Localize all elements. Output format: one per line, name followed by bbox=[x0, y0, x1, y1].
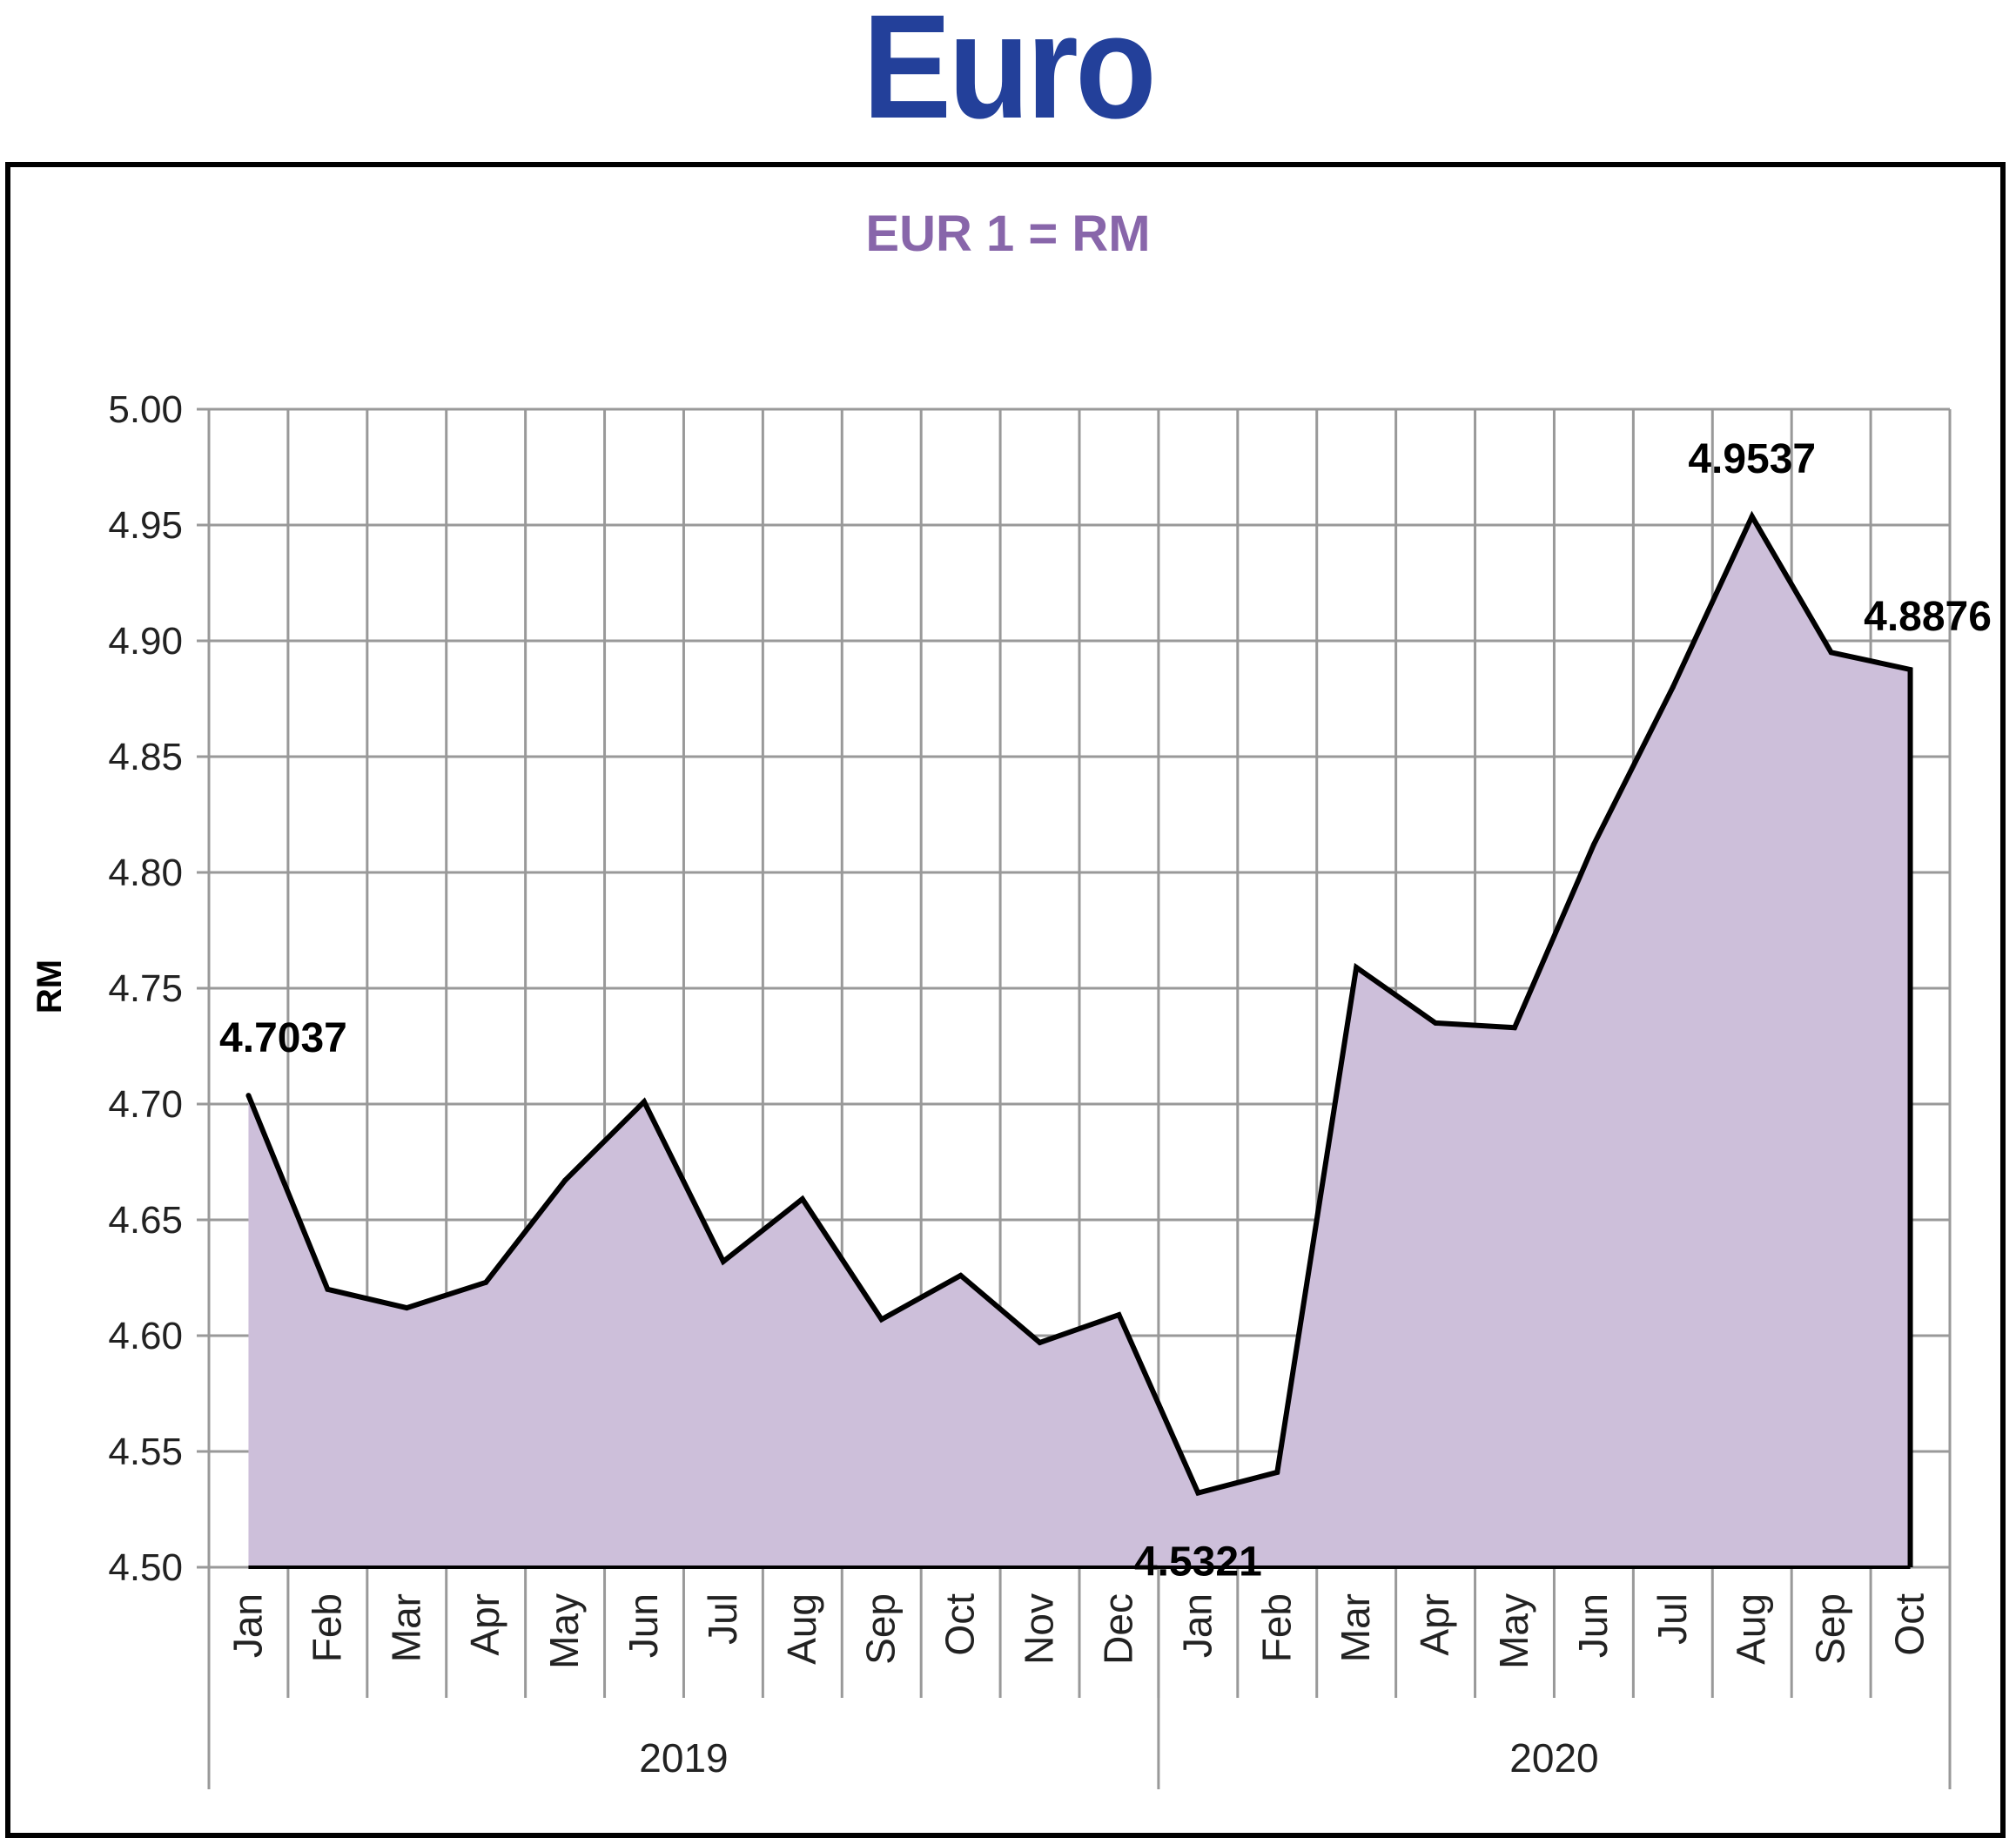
x-tick-label: Oct bbox=[937, 1593, 983, 1656]
data-point bbox=[1512, 1025, 1517, 1031]
data-point bbox=[799, 1196, 805, 1202]
x-tick-label: Dec bbox=[1095, 1593, 1140, 1665]
data-point bbox=[1749, 514, 1755, 520]
data-point bbox=[878, 1316, 884, 1323]
data-point bbox=[1274, 1469, 1280, 1475]
data-label: 4.7037 bbox=[219, 1015, 347, 1061]
data-point bbox=[1354, 965, 1360, 971]
chart-frame bbox=[5, 162, 2006, 1838]
x-tick-label: Feb bbox=[1253, 1593, 1299, 1662]
x-tick-label: Aug bbox=[779, 1593, 824, 1665]
data-labels: 4.7037 4.5321 4.9537 4.8876 bbox=[219, 436, 1992, 1585]
y-tick-label: 4.90 bbox=[108, 620, 183, 663]
x-tick-label: Nov bbox=[1017, 1593, 1062, 1665]
y-axis-label: RM bbox=[30, 960, 69, 1013]
area-fill bbox=[248, 516, 1911, 1568]
data-point bbox=[1433, 1020, 1439, 1026]
data-point bbox=[1590, 842, 1596, 848]
y-tick-label: 4.55 bbox=[108, 1431, 183, 1473]
y-tick-label: 5.00 bbox=[108, 388, 183, 431]
y-tick-label: 4.75 bbox=[108, 967, 183, 1010]
x-tick-label: Jan bbox=[225, 1593, 270, 1658]
data-point bbox=[958, 1272, 964, 1278]
data-point bbox=[1828, 650, 1834, 656]
data-point bbox=[1037, 1339, 1043, 1345]
x-tick-label: Sep bbox=[1808, 1593, 1853, 1665]
data-point bbox=[562, 1177, 568, 1183]
data-label: 4.8876 bbox=[1864, 594, 1992, 640]
x-tick-label: Sep bbox=[858, 1593, 904, 1665]
year-group-label: 2020 bbox=[1509, 1735, 1598, 1781]
y-tick-label: 4.60 bbox=[108, 1315, 183, 1357]
data-point bbox=[1116, 1312, 1122, 1318]
data-point bbox=[245, 1093, 252, 1099]
year-group-label: 2019 bbox=[639, 1735, 728, 1781]
data-point bbox=[483, 1279, 489, 1285]
y-tick-label: 4.50 bbox=[108, 1546, 183, 1589]
y-tick-label: 4.65 bbox=[108, 1199, 183, 1242]
data-point bbox=[325, 1286, 331, 1292]
x-tick-label: Mar bbox=[1333, 1593, 1378, 1662]
x-tick-label: Jun bbox=[1570, 1593, 1616, 1658]
x-tick-label: Jun bbox=[621, 1593, 666, 1658]
x-tick-label: Jan bbox=[1174, 1593, 1220, 1658]
data-point bbox=[720, 1258, 726, 1264]
y-tick-label: 4.70 bbox=[108, 1083, 183, 1126]
x-tick-label: Feb bbox=[304, 1593, 349, 1662]
data-point bbox=[642, 1099, 647, 1105]
x-tick-label: May bbox=[541, 1593, 587, 1669]
page-title: Euro bbox=[862, 0, 1157, 150]
y-tick-label: 4.95 bbox=[108, 504, 183, 547]
y-tick-label: 4.85 bbox=[108, 736, 183, 778]
x-tick-label: Apr bbox=[1412, 1593, 1457, 1656]
area-series bbox=[245, 510, 1913, 1569]
x-tick-label: Oct bbox=[1887, 1593, 1932, 1656]
data-point bbox=[1195, 1490, 1201, 1496]
year-group-labels: 2019 2020 bbox=[639, 1735, 1598, 1781]
y-tick-label: 4.80 bbox=[108, 852, 183, 894]
data-label: 4.9537 bbox=[1688, 436, 1816, 482]
x-tick-labels: Jan Feb Mar Apr May Jun Jul Aug Sep Oct Nov Dec Jan F… bbox=[225, 1593, 1932, 1669]
x-tick-label: Aug bbox=[1729, 1593, 1774, 1665]
data-point bbox=[1670, 684, 1676, 690]
chart-title: EUR 1 = RM bbox=[865, 205, 1150, 262]
data-label: 4.5321 bbox=[1134, 1539, 1262, 1586]
x-tick-label: Apr bbox=[462, 1593, 507, 1656]
x-tick-label: Jul bbox=[700, 1593, 745, 1645]
x-tick-label: Jul bbox=[1650, 1593, 1695, 1645]
data-point bbox=[1907, 666, 1913, 672]
x-tick-label: May bbox=[1491, 1593, 1536, 1669]
x-tick-label: Mar bbox=[383, 1593, 428, 1662]
y-tick-labels: 4.50 4.55 4.60 4.65 4.70 4.75 4.80 4.85 4.90 4.95… bbox=[108, 388, 183, 1589]
data-point bbox=[404, 1305, 410, 1311]
